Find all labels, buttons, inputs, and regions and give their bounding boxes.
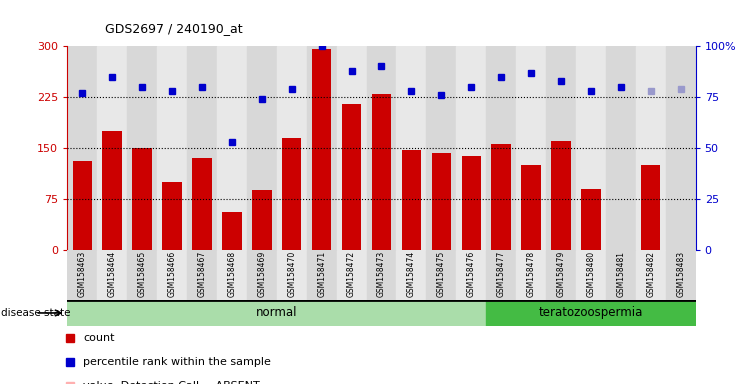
Text: GSM158483: GSM158483 [676,251,685,297]
Bar [102,131,122,250]
Bar [546,250,576,300]
Text: percentile rank within the sample: percentile rank within the sample [83,357,271,367]
Bar [277,250,307,300]
Bar [456,46,486,250]
Bar [456,250,486,300]
Bar [247,46,277,250]
Bar [426,250,456,300]
Text: GSM158467: GSM158467 [197,251,206,297]
Bar [97,46,127,250]
Bar [67,250,97,300]
Text: disease state: disease state [1,308,70,318]
Text: GSM158481: GSM158481 [616,251,625,297]
Bar [606,46,636,250]
Bar [127,46,157,250]
Text: GSM158479: GSM158479 [557,251,565,297]
Text: GSM158475: GSM158475 [437,251,446,297]
Bar [157,250,187,300]
Bar [426,46,456,250]
Text: GSM158476: GSM158476 [467,251,476,297]
Bar [342,104,361,250]
Bar [666,250,696,300]
Bar [277,46,307,250]
Bar [636,250,666,300]
Text: GSM158474: GSM158474 [407,251,416,297]
Text: GSM158466: GSM158466 [168,251,177,297]
Text: GSM158465: GSM158465 [138,251,147,297]
Bar [252,190,272,250]
Text: value, Detection Call = ABSENT: value, Detection Call = ABSENT [83,381,260,384]
Bar [307,250,337,300]
Text: normal: normal [256,306,298,319]
Bar [576,250,606,300]
Text: GSM158473: GSM158473 [377,251,386,297]
Bar [222,212,242,250]
Bar [132,148,152,250]
Bar [217,250,247,300]
Bar [162,182,182,250]
Text: count: count [83,333,114,343]
Bar [486,300,696,326]
Text: GSM158471: GSM158471 [317,251,326,297]
Bar [127,250,157,300]
Bar [67,300,486,326]
Bar [396,46,426,250]
Bar [551,141,571,250]
Bar [372,94,391,250]
Text: GSM158480: GSM158480 [586,251,595,297]
Bar [67,46,97,250]
Text: GSM158482: GSM158482 [646,251,655,297]
Text: GDS2697 / 240190_at: GDS2697 / 240190_at [105,22,242,35]
Text: GSM158478: GSM158478 [527,251,536,297]
Bar [73,161,92,250]
Bar [486,250,516,300]
Bar [402,150,421,250]
Bar [546,46,576,250]
Bar [157,46,187,250]
Bar [641,165,660,250]
Bar [396,250,426,300]
Bar [337,250,367,300]
Bar [666,46,696,250]
Bar [606,250,636,300]
Text: GSM158477: GSM158477 [497,251,506,297]
Bar [217,46,247,250]
Bar [367,46,396,250]
Text: GSM158469: GSM158469 [257,251,266,297]
Text: GSM158464: GSM158464 [108,251,117,297]
Text: GSM158468: GSM158468 [227,251,236,297]
Bar [491,144,511,250]
Bar [337,46,367,250]
Bar [247,250,277,300]
Bar [187,46,217,250]
Bar [486,46,516,250]
Text: GSM158470: GSM158470 [287,251,296,297]
Bar [516,250,546,300]
Text: GSM158463: GSM158463 [78,251,87,297]
Bar [307,46,337,250]
Bar [282,138,301,250]
Bar [521,165,541,250]
Bar [576,46,606,250]
Bar [636,46,666,250]
Bar [462,156,481,250]
Bar [187,250,217,300]
Bar [367,250,396,300]
Text: teratozoospermia: teratozoospermia [539,306,643,319]
Bar [97,250,127,300]
Bar [432,152,451,250]
Bar [581,189,601,250]
Text: GSM158472: GSM158472 [347,251,356,297]
Bar [312,50,331,250]
Bar [192,158,212,250]
Bar [516,46,546,250]
